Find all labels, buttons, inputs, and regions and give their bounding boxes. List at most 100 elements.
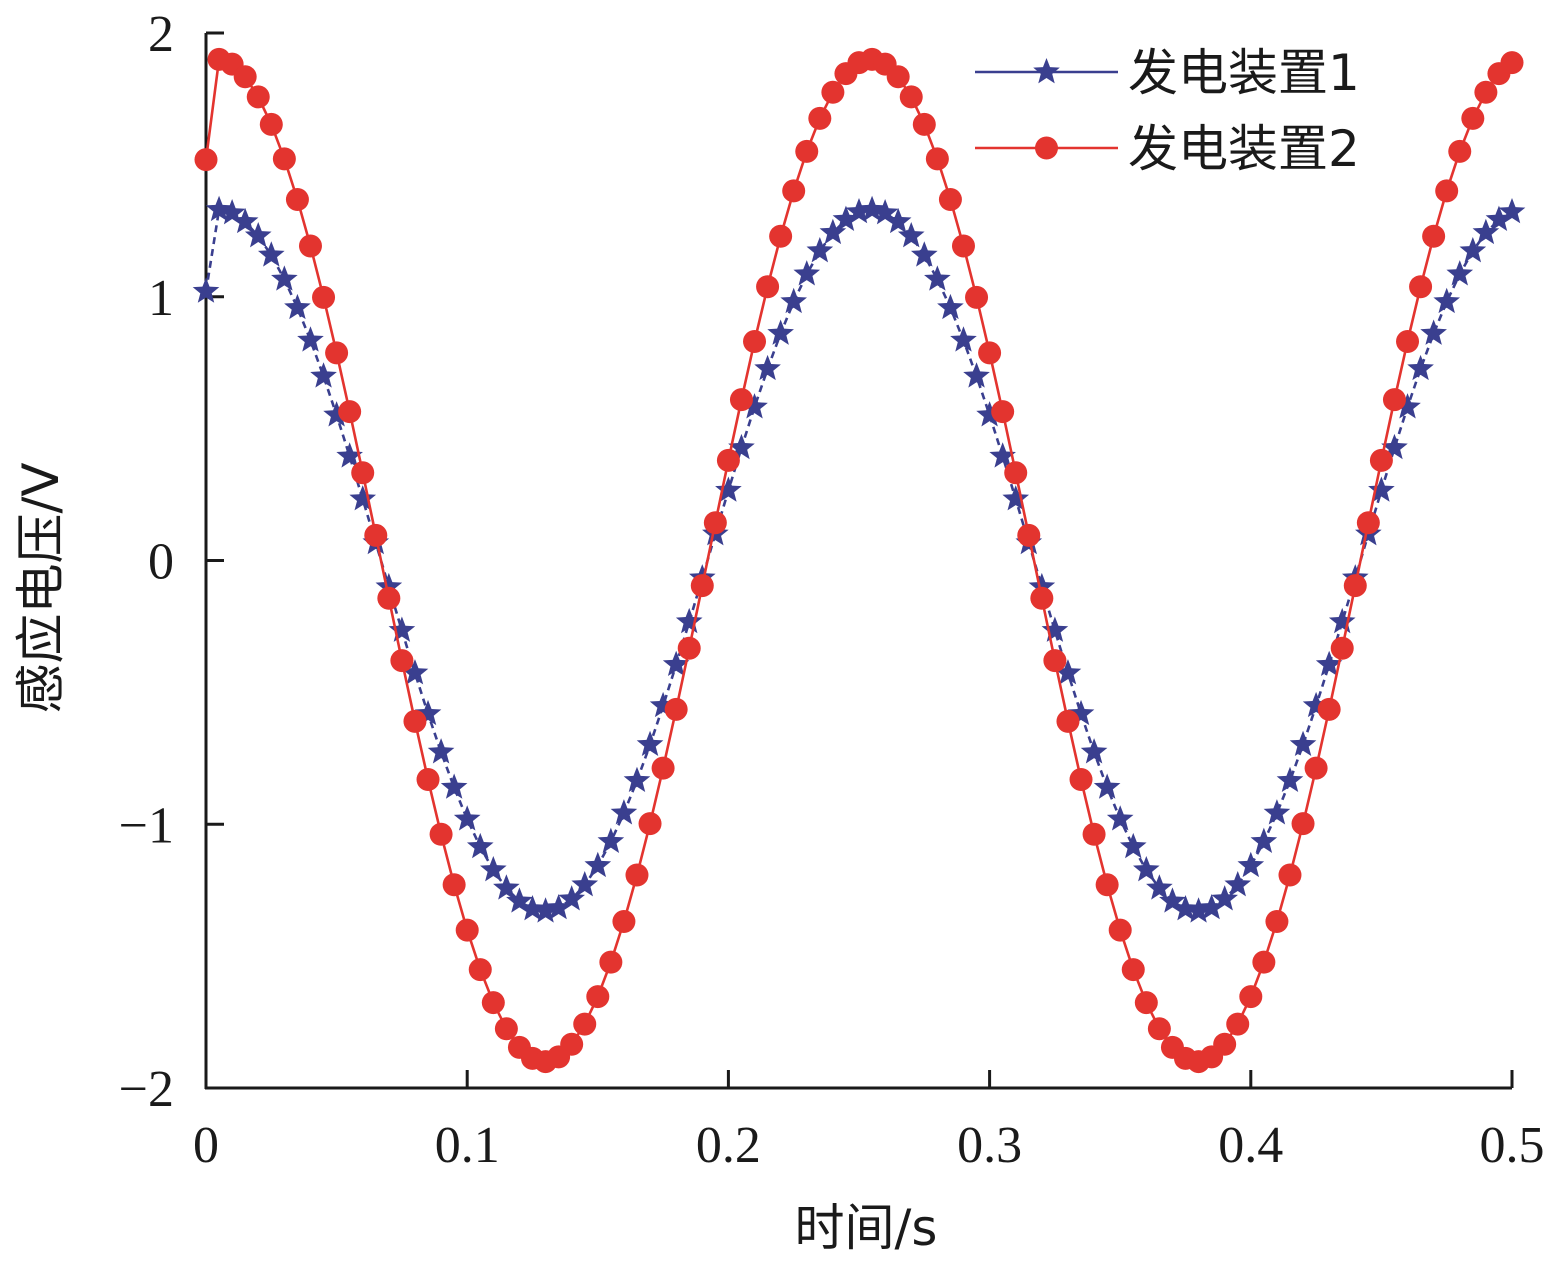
series-2-point: [194, 148, 218, 172]
series-1-point: [493, 874, 520, 900]
series-1-point: [231, 207, 259, 234]
series-1-point: [623, 766, 651, 793]
series-2-point: [1134, 991, 1158, 1015]
series-2-point: [1422, 224, 1446, 248]
series-2-point: [938, 188, 962, 212]
series-2-point: [677, 636, 701, 660]
series-2-point: [1108, 918, 1132, 942]
y-tick-label: −2: [119, 1061, 174, 1118]
series-2-point: [638, 812, 662, 836]
series-2-point: [625, 863, 649, 887]
series-1-point: [1133, 856, 1160, 882]
series-1-point: [1041, 616, 1069, 642]
series-2-point: [1213, 1032, 1237, 1056]
series-2-point: [925, 147, 949, 171]
legend: 发电装置1 发电装置2: [975, 44, 1360, 178]
x-tick-label: 0: [193, 1117, 219, 1174]
series-1-point: [1028, 572, 1056, 599]
series-2-point: [285, 188, 309, 212]
series-1-point: [453, 805, 481, 831]
series-1-point: [832, 205, 860, 231]
series-1-point: [1302, 691, 1330, 718]
legend-label: 发电装置1: [1128, 44, 1360, 102]
series-1-point: [1159, 887, 1186, 913]
series-1-point: [924, 265, 951, 291]
series-1-point: [1106, 805, 1134, 831]
series-1-point: [1263, 799, 1291, 825]
series-1-point: [819, 218, 847, 245]
y-tick-label: 0: [148, 534, 174, 591]
series-1-point: [1420, 319, 1447, 345]
series-2-point: [312, 285, 336, 309]
series-1-point: [414, 699, 442, 726]
series-2-point: [1043, 649, 1067, 673]
series-layer: [192, 47, 1526, 1074]
series-2-point: [1004, 461, 1028, 485]
series-2-point: [573, 1012, 597, 1036]
series-1-point: [558, 885, 585, 911]
series-1-point: [1328, 607, 1356, 634]
series-2-point: [821, 80, 845, 104]
series-1-point: [440, 773, 468, 799]
x-tick-label: 0.1: [435, 1117, 500, 1174]
series-2-point: [351, 461, 375, 485]
series-1-point: [480, 856, 507, 882]
series-2-point: [377, 586, 401, 610]
series-1-line: [204, 208, 1513, 913]
series-2-point: [298, 234, 322, 258]
series-2-point: [1382, 388, 1406, 412]
series-1-point: [401, 659, 429, 685]
series-2-point: [1461, 106, 1485, 130]
series-2-point: [1500, 51, 1524, 75]
series-2-point: [1252, 950, 1276, 974]
series-2-point: [1356, 511, 1380, 535]
x-tick-label: 0.2: [696, 1117, 761, 1174]
series-2-point: [1409, 275, 1433, 299]
series-2-point: [560, 1032, 584, 1056]
series-1-point: [1315, 650, 1343, 677]
series-2-point: [1291, 812, 1315, 836]
series-1-point: [584, 851, 612, 878]
y-tick-label: −1: [119, 797, 174, 854]
series-1-point: [192, 277, 220, 303]
series-2-point: [664, 697, 688, 721]
series-2-point: [1017, 523, 1041, 547]
series-1-point: [1446, 260, 1474, 286]
series-1-point: [937, 293, 964, 320]
series-1-point: [1211, 885, 1238, 911]
series-1-point: [1407, 354, 1434, 381]
x-tick-label: 0.4: [1218, 1117, 1283, 1174]
series-1-point: [871, 199, 899, 225]
series-1-point: [662, 650, 690, 677]
series-1-point: [1459, 237, 1487, 263]
series-1-point: [1433, 287, 1461, 314]
x-tick-label: 0.5: [1480, 1117, 1545, 1174]
series-1-point: [1237, 851, 1265, 878]
series-2-point: [403, 709, 427, 733]
series-1-point: [910, 241, 938, 267]
series-1-point: [728, 433, 755, 460]
series-1-point: [1289, 730, 1317, 757]
legend-marker: [1035, 136, 1058, 160]
series-1-point: [1119, 832, 1147, 859]
series-1-point: [323, 401, 350, 427]
series-1-point: [884, 207, 912, 234]
series-2-point: [651, 756, 675, 780]
series-2-point: [886, 65, 910, 89]
series-1-point: [767, 319, 794, 345]
series-2-point: [690, 574, 714, 598]
series-2-point: [729, 388, 753, 412]
series-1-point: [375, 572, 403, 599]
y-tick-label: 2: [148, 6, 174, 63]
series-1-point: [388, 616, 416, 642]
series-1-point: [1250, 827, 1278, 854]
series-1-point: [636, 730, 664, 757]
series-2-point: [1304, 756, 1328, 780]
series-1-point: [1146, 874, 1173, 900]
series-2-point: [1317, 697, 1341, 721]
series-2-point: [1121, 958, 1145, 982]
series-2-point: [442, 873, 466, 897]
series-1-point: [244, 221, 272, 248]
series-2-point: [1056, 709, 1080, 733]
series-2-point: [716, 448, 740, 472]
